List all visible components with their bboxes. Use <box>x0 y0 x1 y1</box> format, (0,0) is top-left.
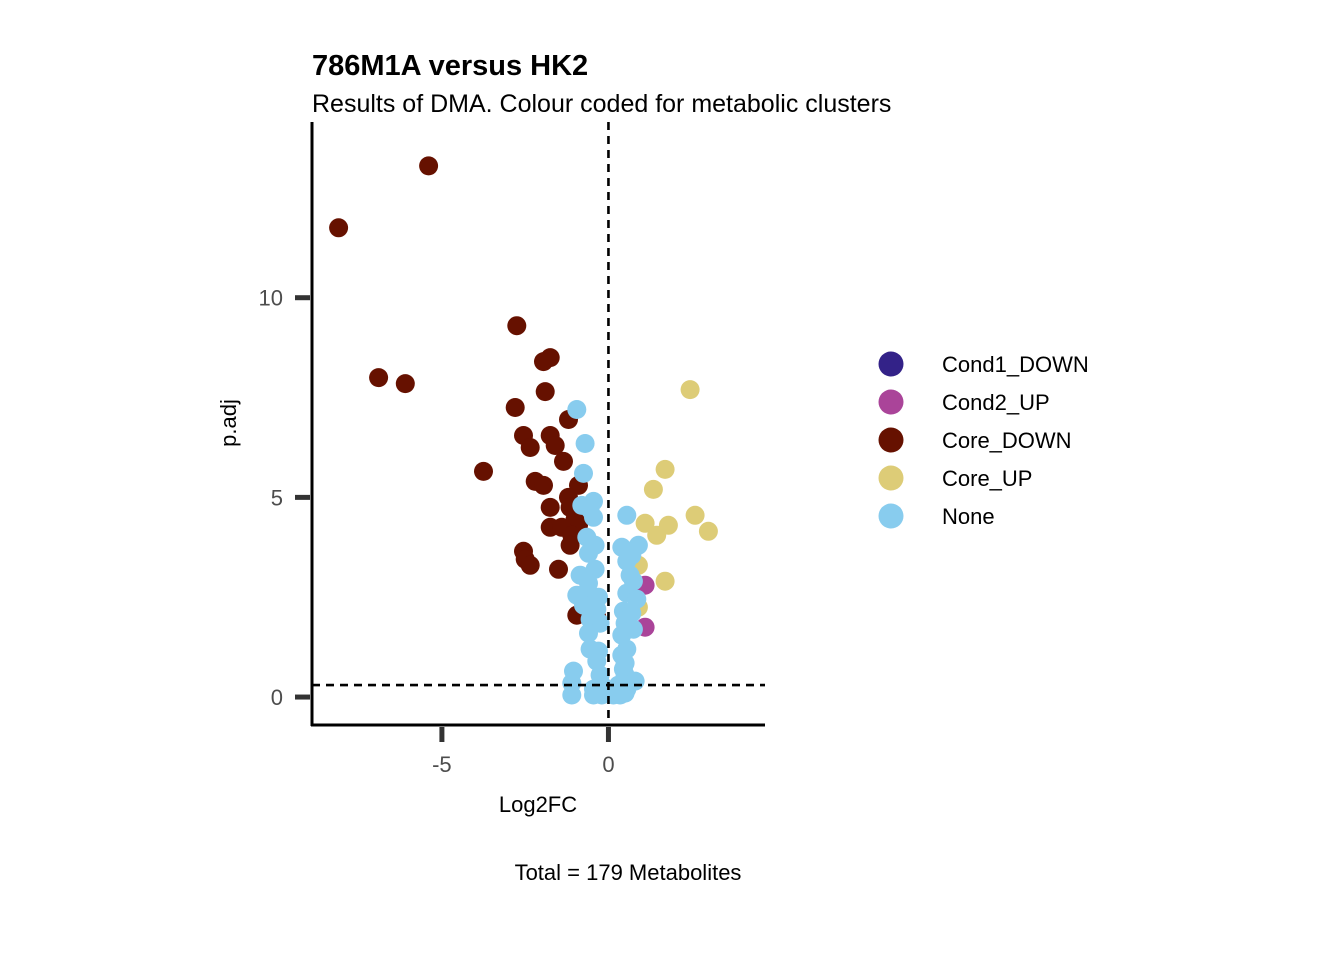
point-core-down-14 <box>554 451 573 471</box>
point-core-up-5 <box>698 521 718 541</box>
x-tick-label: -5 <box>432 752 452 777</box>
legend-label: Core_UP <box>942 466 1032 491</box>
point-core-down-5 <box>369 368 389 388</box>
point-core-down-30 <box>520 555 540 575</box>
point-core-down-1 <box>329 218 349 238</box>
legend-label: Cond1_DOWN <box>942 352 1089 377</box>
point-core-down-31 <box>549 559 568 579</box>
point-none-1 <box>575 434 595 453</box>
point-core-down-12 <box>545 436 565 455</box>
legend-key <box>878 503 904 529</box>
point-core-up-1 <box>655 459 675 479</box>
legend-label: None <box>942 504 995 529</box>
point-none-52 <box>562 685 582 705</box>
point-core-up-4 <box>635 513 655 533</box>
y-tick-label: 0 <box>271 685 283 710</box>
legend-key <box>878 351 904 377</box>
point-core-down-4 <box>534 352 553 372</box>
chart-title: 786M1A versus HK2 <box>312 50 588 82</box>
point-none-57 <box>615 683 635 703</box>
legend-label: Cond2_UP <box>942 390 1050 415</box>
axis-ticks: -5 0 0 5 10 <box>259 286 615 777</box>
point-core-down-2 <box>507 316 527 336</box>
point-core-down-20 <box>540 497 560 517</box>
chart-subtitle: Results of DMA. Colour coded for metabol… <box>312 90 891 118</box>
y-tick-label: 5 <box>271 485 283 510</box>
point-none-10 <box>579 543 598 563</box>
point-core-down-17 <box>534 475 553 495</box>
y-tick-label: 10 <box>259 286 283 311</box>
data-points <box>329 156 718 705</box>
legend-key <box>878 427 904 453</box>
point-core-down-7 <box>535 382 555 402</box>
point-none-7 <box>617 505 637 525</box>
x-axis-label: Log2FC <box>499 792 577 817</box>
point-core-down-0 <box>419 156 439 176</box>
point-none-6 <box>584 507 603 527</box>
legend-label: Core_DOWN <box>942 428 1072 453</box>
x-tick-label: 0 <box>602 752 614 777</box>
point-none-0 <box>567 400 587 419</box>
point-core-down-27 <box>560 535 580 555</box>
point-core-up-3 <box>685 505 705 525</box>
chart-caption: Total = 179 Metabolites <box>515 860 742 885</box>
point-core-down-8 <box>505 398 525 417</box>
legend-key <box>878 389 904 415</box>
point-core-up-0 <box>680 380 700 400</box>
point-none-33 <box>579 623 598 643</box>
point-core-down-6 <box>395 374 415 394</box>
legend: Cond1_DOWN Cond2_UP Core_DOWN Core_UP None <box>878 351 1089 529</box>
y-axis-label: p.adj <box>216 399 241 447</box>
point-core-down-15 <box>474 461 493 481</box>
point-core-up-7 <box>647 525 667 545</box>
point-none-2 <box>574 463 593 483</box>
reference-lines <box>312 122 765 725</box>
legend-key <box>878 465 904 491</box>
point-core-up-2 <box>643 479 663 499</box>
point-core-up-9 <box>655 571 675 591</box>
point-core-down-13 <box>520 438 540 457</box>
